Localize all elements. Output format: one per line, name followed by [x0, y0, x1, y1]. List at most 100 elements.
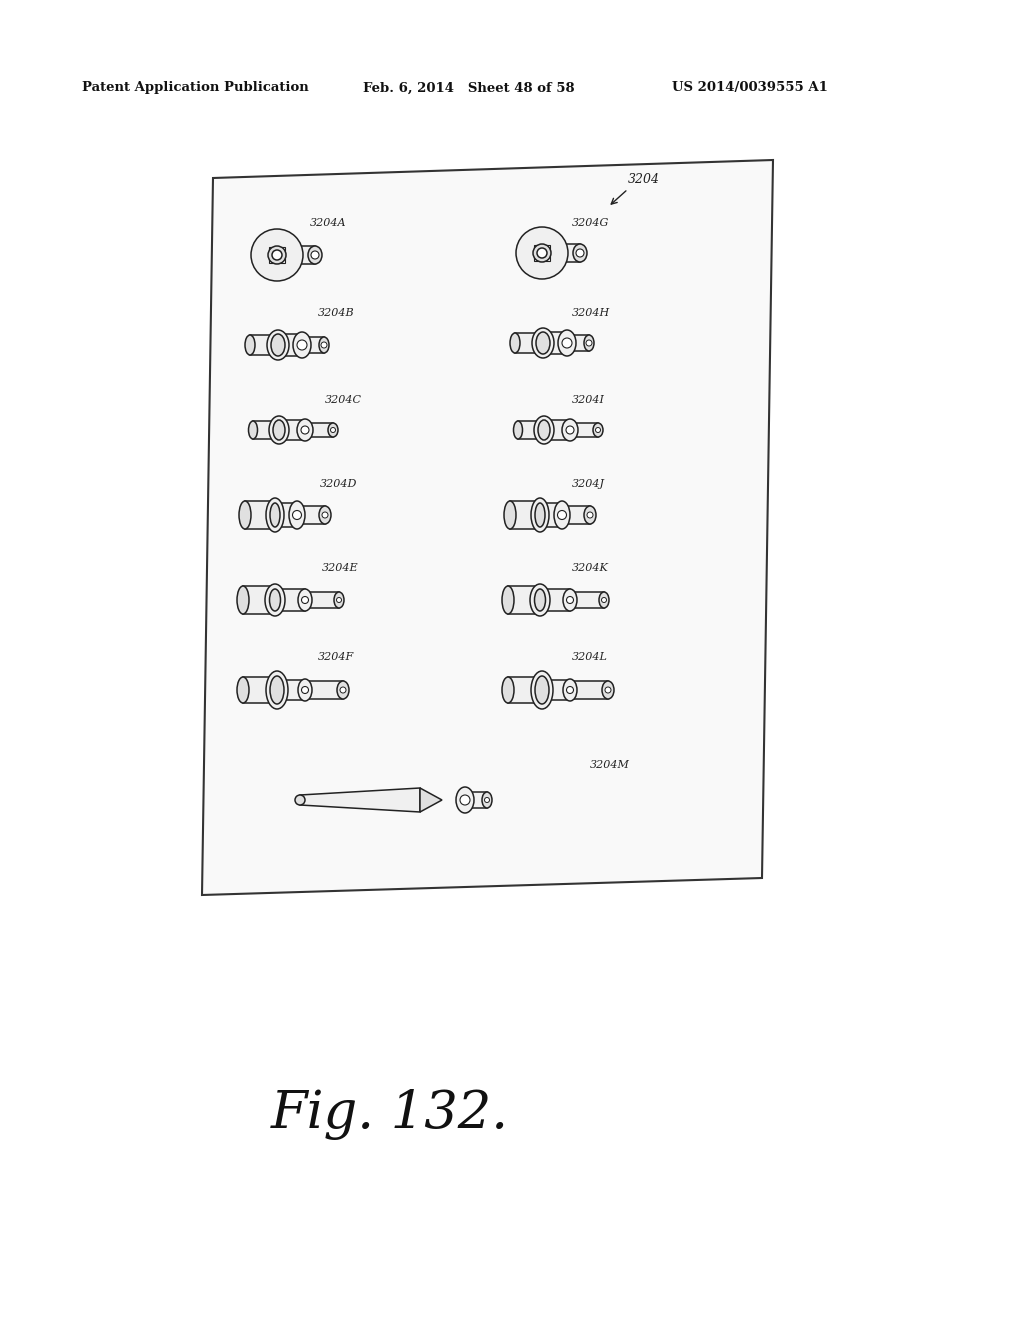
Ellipse shape [319, 337, 329, 352]
Ellipse shape [575, 249, 584, 257]
Ellipse shape [239, 502, 251, 529]
Ellipse shape [319, 506, 331, 524]
Bar [302, 337, 324, 352]
Text: 3204D: 3204D [319, 479, 357, 488]
Ellipse shape [460, 795, 470, 805]
Ellipse shape [535, 589, 546, 611]
Bar [245, 502, 275, 529]
Ellipse shape [502, 677, 514, 704]
Ellipse shape [267, 330, 289, 360]
Bar [253, 421, 279, 440]
Bar [508, 586, 540, 614]
Ellipse shape [269, 589, 281, 611]
Ellipse shape [270, 676, 284, 704]
Bar [542, 244, 580, 261]
Ellipse shape [272, 249, 282, 260]
Bar [540, 503, 562, 527]
Ellipse shape [530, 583, 550, 616]
Ellipse shape [566, 686, 573, 693]
Ellipse shape [516, 227, 568, 279]
Bar [305, 591, 339, 609]
Ellipse shape [328, 422, 338, 437]
Ellipse shape [337, 681, 349, 700]
Ellipse shape [562, 418, 578, 441]
Ellipse shape [504, 502, 516, 529]
Text: 3204F: 3204F [318, 652, 354, 663]
Ellipse shape [587, 512, 593, 517]
Ellipse shape [289, 502, 305, 529]
Ellipse shape [308, 246, 322, 264]
Ellipse shape [584, 335, 594, 351]
Bar [544, 420, 570, 440]
Ellipse shape [586, 341, 592, 346]
Bar [279, 420, 305, 440]
Ellipse shape [535, 503, 545, 527]
Polygon shape [202, 160, 773, 895]
Ellipse shape [331, 428, 336, 433]
Bar [570, 591, 604, 609]
Ellipse shape [266, 671, 288, 709]
Ellipse shape [237, 677, 249, 704]
Ellipse shape [535, 676, 549, 704]
Bar [297, 506, 325, 524]
Ellipse shape [513, 421, 522, 440]
Ellipse shape [298, 678, 312, 701]
Text: Fig. 132.: Fig. 132. [271, 1089, 509, 1140]
Bar [243, 586, 275, 614]
Ellipse shape [536, 333, 550, 354]
Ellipse shape [502, 586, 514, 614]
Bar [269, 247, 285, 263]
Text: 3204M: 3204M [590, 760, 630, 770]
Bar [508, 677, 542, 704]
Ellipse shape [599, 591, 609, 609]
Bar [570, 681, 608, 700]
Text: 3204I: 3204I [572, 395, 605, 405]
Ellipse shape [596, 428, 600, 433]
Ellipse shape [295, 795, 305, 805]
Ellipse shape [593, 422, 603, 437]
Bar [278, 680, 305, 700]
Ellipse shape [268, 246, 286, 264]
Ellipse shape [482, 792, 492, 808]
Ellipse shape [266, 498, 284, 532]
Ellipse shape [297, 418, 313, 441]
Ellipse shape [557, 511, 566, 520]
Ellipse shape [271, 334, 285, 356]
Ellipse shape [321, 342, 327, 348]
Ellipse shape [537, 248, 547, 257]
Ellipse shape [562, 338, 572, 348]
Bar [515, 333, 543, 352]
Polygon shape [300, 788, 420, 812]
Text: 3204A: 3204A [310, 218, 346, 228]
Text: 3204E: 3204E [322, 564, 358, 573]
Ellipse shape [605, 686, 611, 693]
Ellipse shape [566, 597, 573, 603]
Ellipse shape [251, 228, 303, 281]
Ellipse shape [249, 421, 257, 440]
Ellipse shape [510, 333, 520, 352]
Ellipse shape [531, 671, 553, 709]
Ellipse shape [273, 420, 285, 440]
Ellipse shape [311, 251, 319, 259]
Bar [275, 503, 297, 527]
Ellipse shape [245, 335, 255, 355]
Text: 3204K: 3204K [572, 564, 608, 573]
Ellipse shape [602, 681, 614, 700]
Ellipse shape [573, 244, 587, 261]
Ellipse shape [301, 686, 308, 693]
Ellipse shape [532, 327, 554, 358]
Text: 3204L: 3204L [572, 652, 608, 663]
Ellipse shape [534, 416, 554, 444]
Text: 3204B: 3204B [318, 308, 354, 318]
Bar [278, 246, 315, 264]
Ellipse shape [337, 598, 341, 602]
Text: Feb. 6, 2014   Sheet 48 of 58: Feb. 6, 2014 Sheet 48 of 58 [362, 82, 574, 95]
Ellipse shape [563, 678, 577, 701]
Bar [542, 680, 570, 700]
Text: 3204: 3204 [628, 173, 660, 186]
Ellipse shape [269, 416, 289, 444]
Ellipse shape [322, 512, 328, 517]
Ellipse shape [340, 686, 346, 693]
Bar [510, 502, 540, 529]
Bar [570, 422, 598, 437]
